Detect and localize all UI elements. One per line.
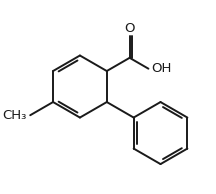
Text: CH₃: CH₃: [3, 109, 27, 122]
Text: O: O: [124, 22, 135, 35]
Text: OH: OH: [151, 62, 171, 75]
